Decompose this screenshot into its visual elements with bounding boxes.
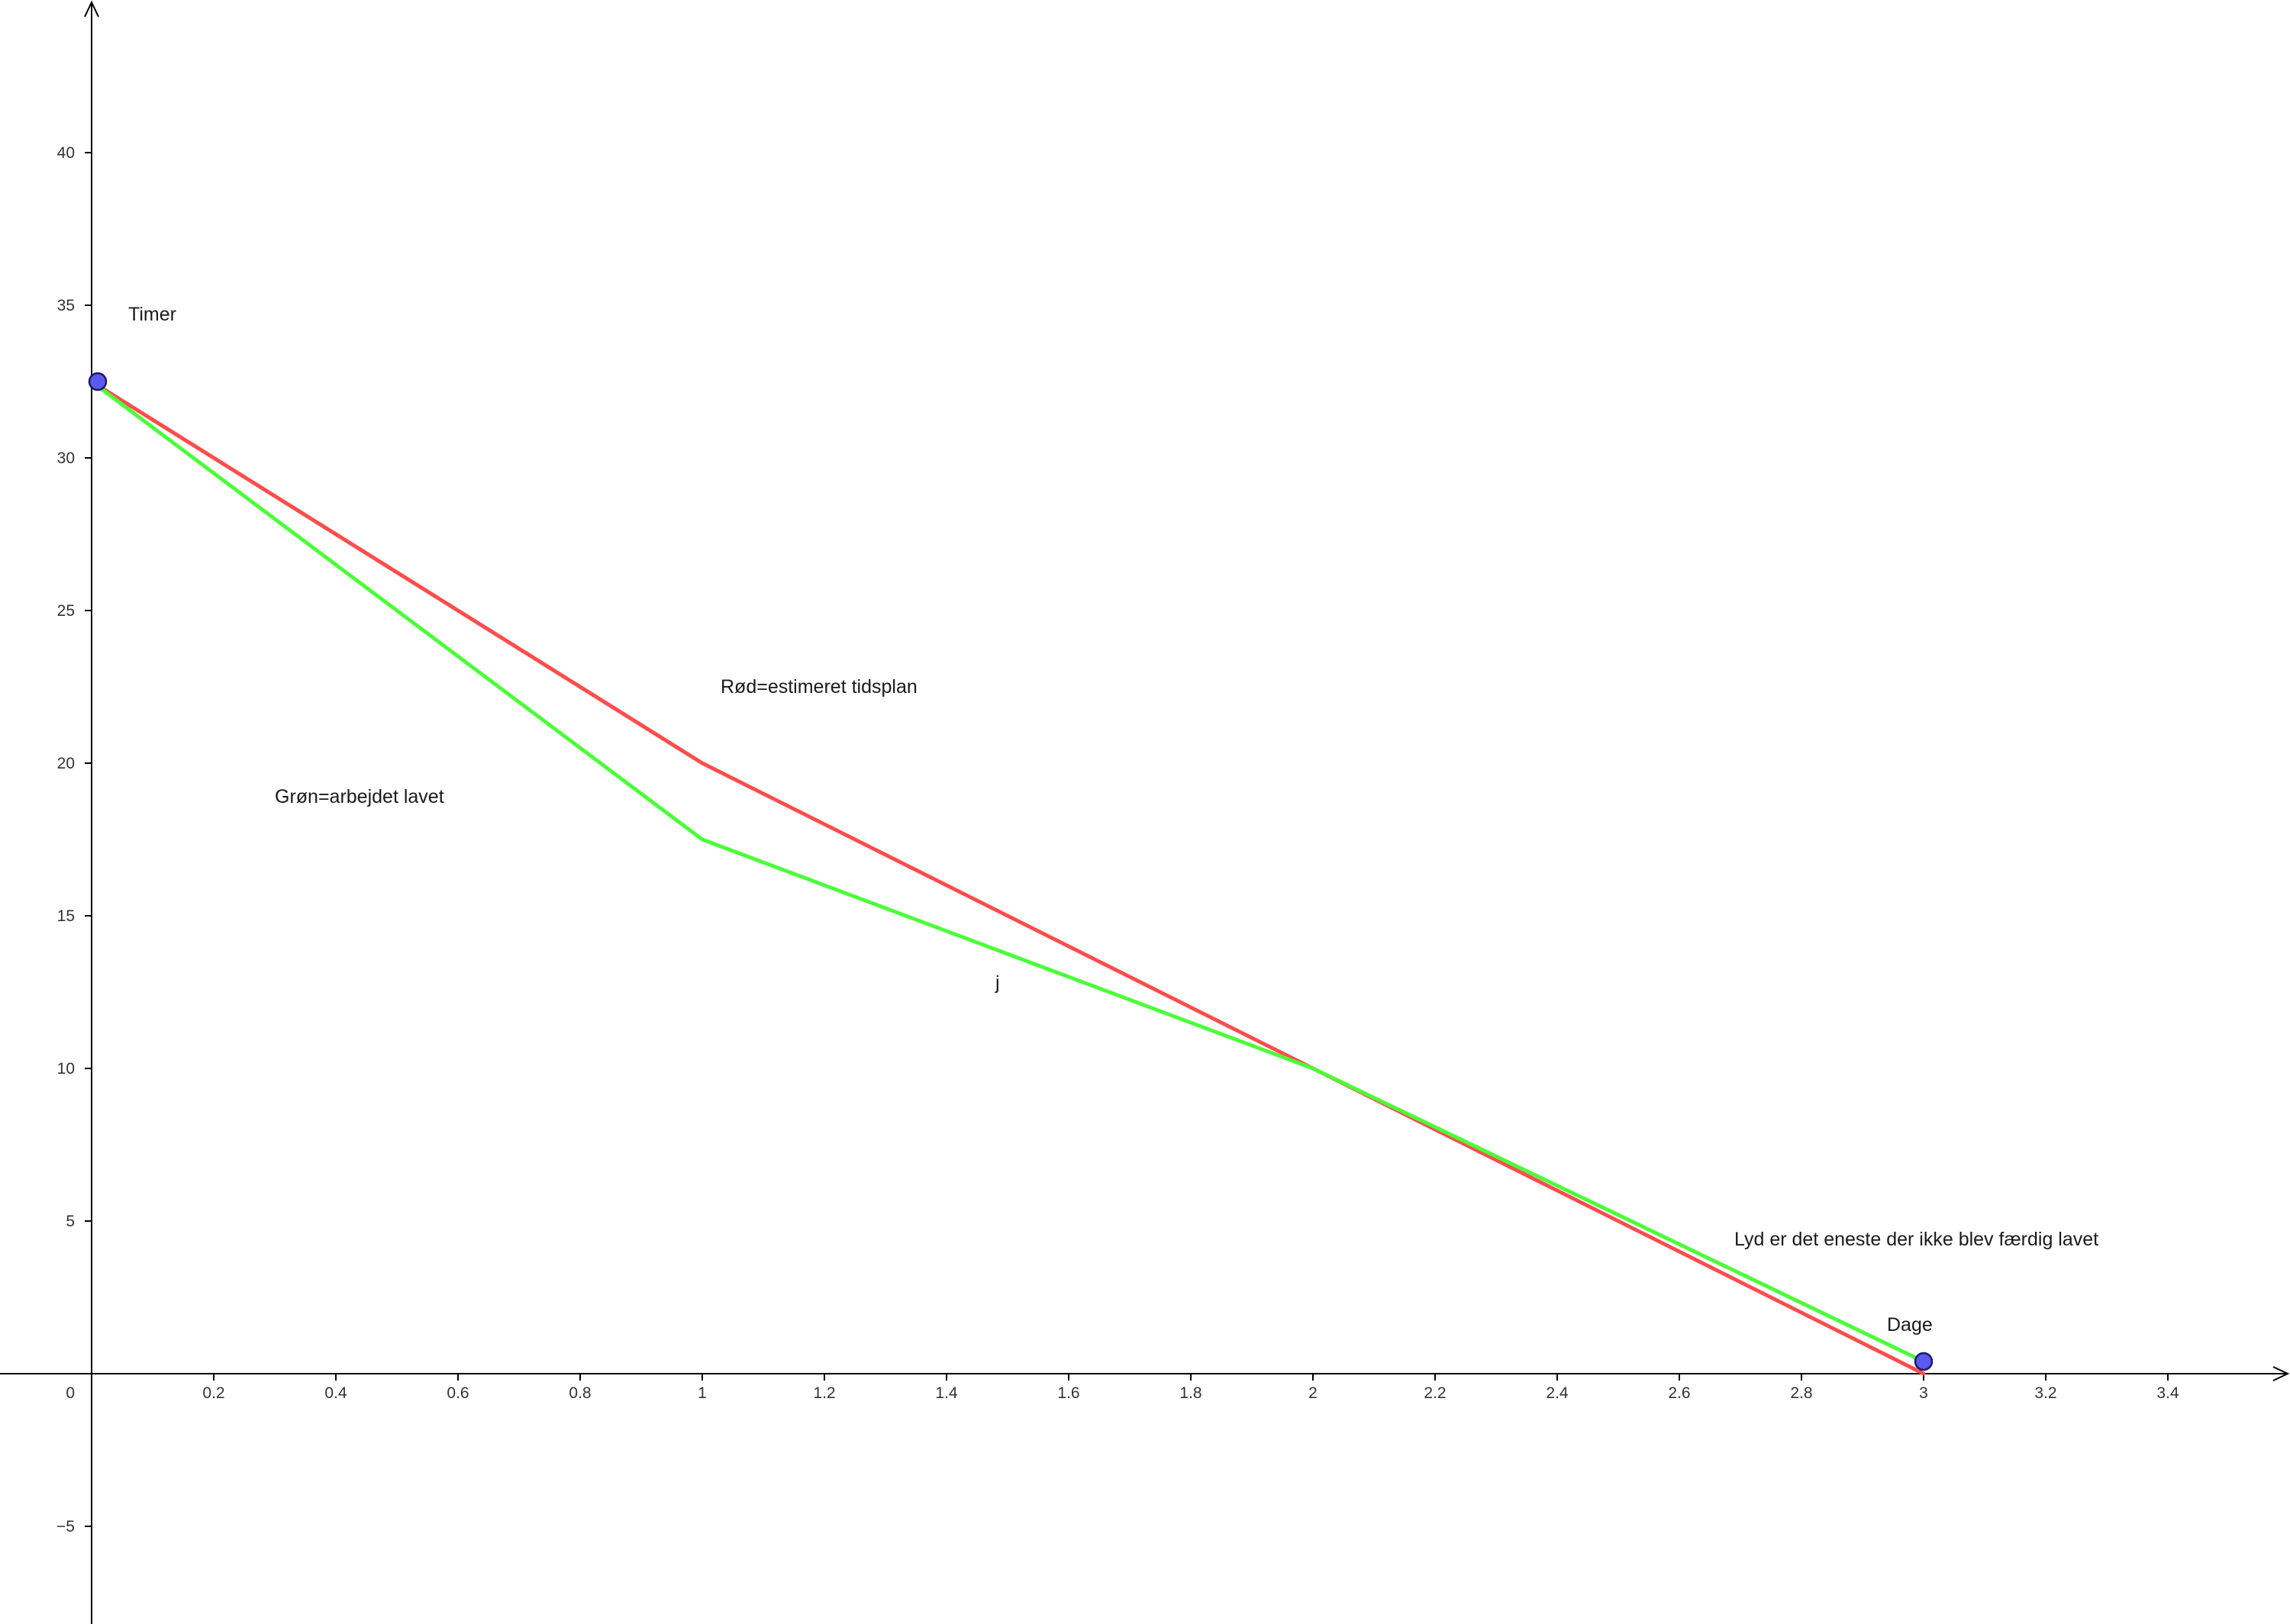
series-line-actual: [89, 379, 1926, 1364]
annotation-series_j: j: [995, 972, 1000, 994]
annotation-dage: Dage: [1887, 1314, 1933, 1336]
x-tick-label: 0.4: [324, 1384, 347, 1402]
x-tick-label: 3.4: [2156, 1384, 2179, 1402]
x-tick-label: 0.6: [447, 1384, 469, 1402]
x-tick-label: 2.8: [1790, 1384, 1812, 1402]
y-tick-label: 40: [57, 144, 75, 162]
x-tick-label: 2.2: [1424, 1384, 1446, 1402]
y-tick-label: 30: [57, 450, 75, 467]
x-tick-label: 2: [1308, 1384, 1318, 1402]
annotations: Timer Rød=estimeret tidsplan Grøn=arbejdet…: [128, 304, 2098, 1336]
annotation-red_legend: Rød=estimeret tidsplan: [721, 676, 918, 698]
ticks: 0 0.2 0.4 0.6 0.8 1 1.2 1.4 1.6 1.8 2 2.2 2.4 2.6 2.8 3…: [56, 144, 2179, 1535]
annotation-note: Lyd er det eneste der ikke blev færdig l…: [1734, 1229, 2098, 1250]
y-tick-label: 15: [57, 907, 75, 925]
series-lines: [89, 379, 1926, 1376]
y-tick-label: 35: [57, 297, 75, 314]
y-tick-label: 20: [57, 755, 75, 772]
x-tick-label: 1.2: [813, 1384, 835, 1402]
annotation-green_legend: Grøn=arbejdet lavet: [275, 786, 444, 807]
x-tick-label: 1.4: [935, 1384, 958, 1402]
x-tick-label: 1.6: [1057, 1384, 1079, 1402]
series-line-estimated: [89, 379, 1926, 1376]
x-tick-label: 2.4: [1546, 1384, 1569, 1402]
y-tick-label: 5: [66, 1213, 75, 1230]
y-tick-label: 25: [57, 602, 75, 620]
x-tick-label: 1: [698, 1384, 707, 1402]
x-tick-label: 0.2: [202, 1384, 224, 1402]
x-axis-arrow-icon: [2272, 1366, 2290, 1381]
x-tick-label: 0.8: [569, 1384, 591, 1402]
data-point-2: [1914, 1352, 1934, 1371]
data-points: [88, 372, 1934, 1371]
y-tick-label: 10: [57, 1060, 75, 1078]
y-tick-label: −5: [56, 1518, 75, 1535]
x-tick-label: 3.2: [2034, 1384, 2056, 1402]
origin-label: 0: [66, 1384, 75, 1402]
y-axis-arrow-icon: [84, 0, 99, 18]
data-point-1: [88, 372, 108, 392]
x-tick-label: 3: [1919, 1384, 1928, 1402]
x-tick-label: 1.8: [1179, 1384, 1201, 1402]
x-tick-label: 2.6: [1668, 1384, 1690, 1402]
annotation-timer: Timer: [128, 304, 176, 325]
